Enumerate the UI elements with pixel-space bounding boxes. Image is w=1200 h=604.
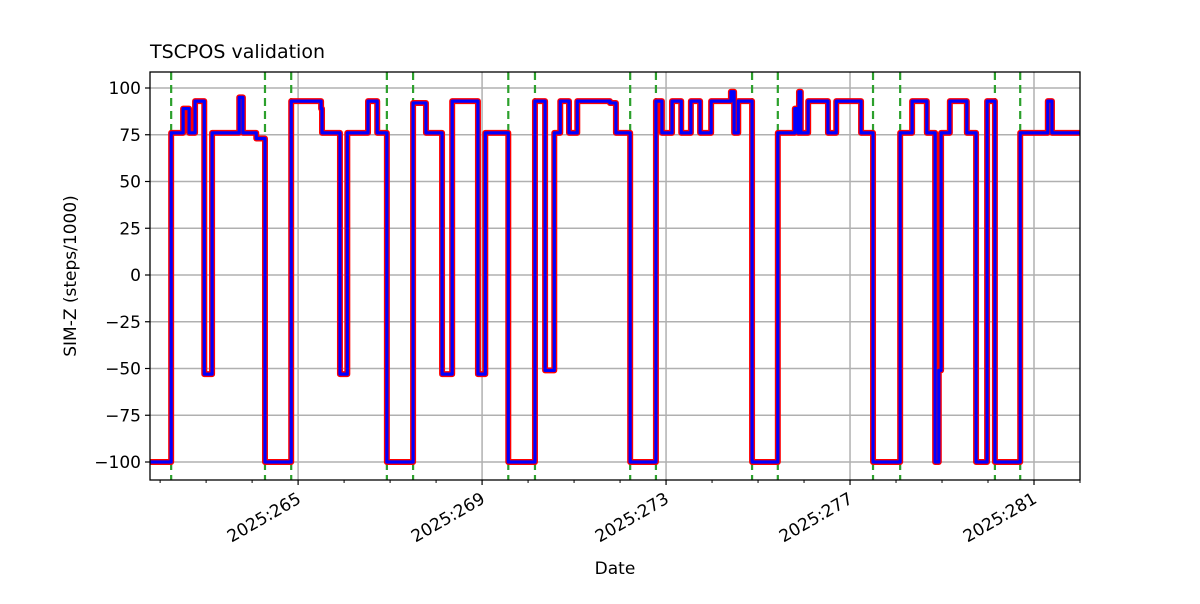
y-tick-label: −25 (105, 313, 141, 333)
plot-frame (149, 71, 1081, 481)
y-axis: 100 75 50 25 0 −25 −50 −75 −100 (94, 79, 150, 473)
x-tick-label: 2025:277 (776, 489, 857, 547)
y-tick-label: 25 (119, 219, 141, 239)
y-tick-label: −100 (94, 453, 141, 473)
x-tick-label: 2025:273 (592, 489, 673, 547)
y-tick-label: −75 (105, 406, 141, 426)
y-tick-label: −50 (105, 360, 141, 380)
chart-title: TSCPOS validation (149, 41, 325, 63)
y-tick-label: 75 (119, 126, 141, 146)
y-axis-label: SIM-Z (steps/1000) (61, 195, 81, 357)
series-line-inner (150, 90, 1080, 464)
y-tick-label: 0 (130, 266, 141, 286)
grid (150, 72, 1080, 480)
y-tick-label: 100 (109, 79, 141, 99)
x-tick-label: 2025:265 (224, 489, 305, 547)
y-tick-label: 50 (119, 173, 141, 193)
x-axis-label: Date (595, 559, 636, 579)
x-axis: 2025:265 2025:269 2025:273 2025:277 2025:281 (159, 480, 1081, 547)
x-tick-label: 2025:281 (960, 489, 1041, 547)
series (150, 88, 1080, 465)
x-tick-label: 2025:269 (408, 489, 489, 547)
